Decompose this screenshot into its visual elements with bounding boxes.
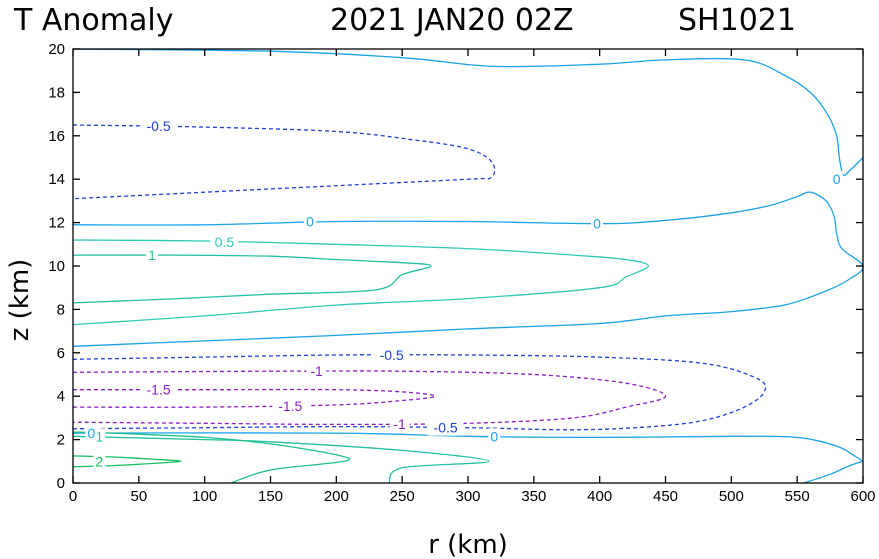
chart-title-left: T Anomaly (13, 3, 173, 38)
x-tick-label: 100 (192, 488, 217, 505)
contour-label-background (389, 415, 410, 432)
contour-line-neg-1-6 (72, 370, 667, 426)
contour-label-background (427, 419, 464, 436)
contour-label: -1.5 (278, 398, 302, 414)
y-tick-label: 20 (48, 41, 65, 58)
contour-label-background (140, 381, 177, 398)
contour-label: -0.5 (434, 420, 458, 436)
x-tick-label: 450 (653, 488, 678, 505)
contour-line-pos-2-12 (72, 455, 182, 468)
contour-label: 0.5 (215, 234, 235, 250)
contour-label-background (146, 247, 158, 264)
x-tick-label: 350 (521, 488, 546, 505)
contour-label-background (304, 213, 316, 230)
contour-label: 2 (95, 453, 103, 469)
y-tick-label: 10 (48, 258, 65, 275)
y-tick-label: 14 (48, 171, 65, 188)
y-tick-label: 18 (48, 84, 65, 101)
chart-title-center: 2021 JAN20 02Z (330, 3, 574, 38)
x-tick-label: 200 (324, 488, 349, 505)
contour-label: -1 (393, 416, 406, 432)
contour-line-pos-1p5-11 (72, 431, 351, 484)
x-tick-label: 300 (455, 488, 480, 505)
x-tick-label: 550 (785, 488, 810, 505)
x-tick-label: 600 (850, 488, 875, 505)
x-tick-label: 50 (130, 488, 147, 505)
contour-line-pos-1-9 (72, 254, 432, 304)
y-tick-label: 0 (57, 475, 65, 492)
contour-line-pos-0p5-8 (72, 239, 650, 326)
contour-label-background (85, 425, 98, 442)
x-tick-label: 150 (258, 488, 283, 505)
contour-lines (72, 48, 864, 484)
contour-line-neg-0p5-4 (72, 124, 496, 200)
contour-label: 1 (148, 247, 156, 263)
contour-line-zero-0 (72, 48, 864, 177)
contour-label-background (272, 397, 309, 414)
y-tick-label: 12 (48, 215, 65, 232)
contour-label-background (373, 346, 410, 363)
y-tick-label: 2 (57, 432, 65, 449)
x-axis-ticks: 0 50 100 150 200 250 300 350 400 450 500 550 600 (69, 49, 876, 505)
contour-label-background (830, 171, 843, 188)
contour-line-zero-1 (72, 191, 864, 347)
contour-label-background (210, 234, 239, 251)
contour-line-neg-0p5-5 (72, 354, 767, 431)
contour-label-background (140, 118, 177, 135)
contour-label-background (93, 453, 106, 470)
contour-line-zero-3 (803, 460, 864, 484)
contour-label-background (306, 363, 327, 380)
y-tick-label: 4 (57, 388, 65, 405)
contour-label: 0 (306, 214, 314, 230)
x-tick-label: 500 (719, 488, 744, 505)
y-axis-label: z (km) (5, 259, 35, 342)
y-tick-label: 16 (48, 128, 65, 145)
contour-label-background (591, 215, 604, 232)
contour-label-background (488, 428, 501, 445)
contour-label: -1.5 (147, 382, 171, 398)
x-tick-label: 0 (69, 488, 77, 505)
y-tick-label: 6 (57, 345, 65, 362)
contour-label: 1 (95, 428, 103, 444)
contour-line-pos-1-10 (72, 435, 490, 484)
x-tick-label: 250 (390, 488, 415, 505)
chart-title-right: SH1021 (678, 3, 796, 38)
x-axis-label: r (km) (428, 530, 508, 559)
contour-label: 0 (490, 428, 498, 444)
y-tick-label: 8 (57, 301, 65, 318)
contour-label: 0 (88, 425, 96, 441)
contour-label: -1 (310, 363, 323, 379)
contour-line-zero-2 (72, 432, 864, 462)
contour-label: -0.5 (380, 347, 404, 363)
contour-label: 0 (833, 171, 841, 187)
contour-label: -0.5 (147, 118, 171, 134)
x-tick-label: 400 (587, 488, 612, 505)
contour-label: 0 (593, 216, 601, 232)
